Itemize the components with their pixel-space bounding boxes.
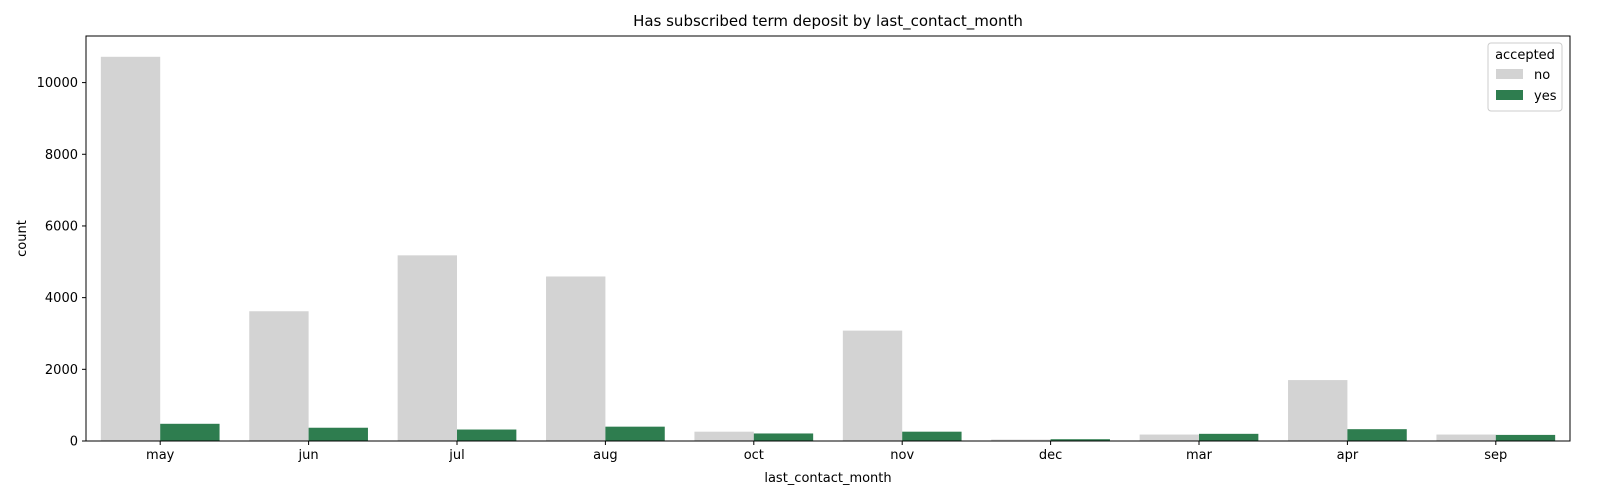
legend-swatch-no <box>1496 69 1523 79</box>
x-axis-label: last_contact_month <box>764 471 891 486</box>
y-tick-label-2000: 2000 <box>45 363 78 378</box>
y-tick-label-4000: 4000 <box>45 291 78 306</box>
bar-may-no <box>100 56 161 442</box>
y-tick-label-6000: 6000 <box>45 219 78 234</box>
bar-oct-yes <box>753 433 814 441</box>
bar-aug-yes <box>605 426 665 441</box>
bar-apr-no <box>1288 380 1348 441</box>
x-tick-label-jul: jul <box>448 448 464 463</box>
bar-may-yes <box>160 423 220 441</box>
bar-jun-yes <box>308 427 368 441</box>
x-tick-label-sep: sep <box>1484 448 1507 463</box>
bar-nov-no <box>842 330 903 441</box>
x-tick-label-jun: jun <box>298 448 319 463</box>
bar-sep-yes <box>1495 434 1556 441</box>
bar-jun-no <box>249 311 309 441</box>
bar-jul-yes <box>457 429 517 441</box>
bars-layer <box>100 56 1556 442</box>
bar-mar-yes <box>1199 433 1259 441</box>
x-tick-label-aug: aug <box>593 448 617 463</box>
y-tick-label-10000: 10000 <box>37 76 78 91</box>
legend-swatch-yes <box>1496 90 1523 100</box>
bar-oct-no <box>694 431 754 441</box>
x-tick-label-may: may <box>146 448 175 463</box>
bar-nov-yes <box>902 431 962 441</box>
y-axis-label: count <box>15 220 30 257</box>
chart-title: Has subscribed term deposit by last_cont… <box>633 12 1023 31</box>
bar-apr-yes <box>1347 429 1407 441</box>
legend-label-yes: yes <box>1534 89 1557 104</box>
x-tick-label-mar: mar <box>1186 448 1213 463</box>
legend: accepted no yes <box>1487 42 1563 112</box>
bar-sep-no <box>1436 434 1496 441</box>
bar-jul-no <box>397 255 457 441</box>
bar-aug-no <box>546 276 606 441</box>
x-tick-label-dec: dec <box>1039 448 1062 463</box>
bar-mar-no <box>1139 434 1199 441</box>
axes-layer: 0 2000 4000 6000 8000 10000 may jun jul aug oct nov… <box>37 35 1571 463</box>
plot-frame <box>85 35 1571 442</box>
legend-label-no: no <box>1534 68 1550 83</box>
bar-dec-yes <box>1050 439 1110 441</box>
bar-dec-no <box>991 439 1051 441</box>
x-tick-label-apr: apr <box>1337 448 1359 463</box>
y-tick-label-8000: 8000 <box>45 148 78 163</box>
x-tick-label-nov: nov <box>890 448 914 463</box>
legend-title: accepted <box>1495 48 1555 63</box>
x-tick-label-oct: oct <box>744 448 764 463</box>
y-tick-label-0: 0 <box>70 435 78 450</box>
